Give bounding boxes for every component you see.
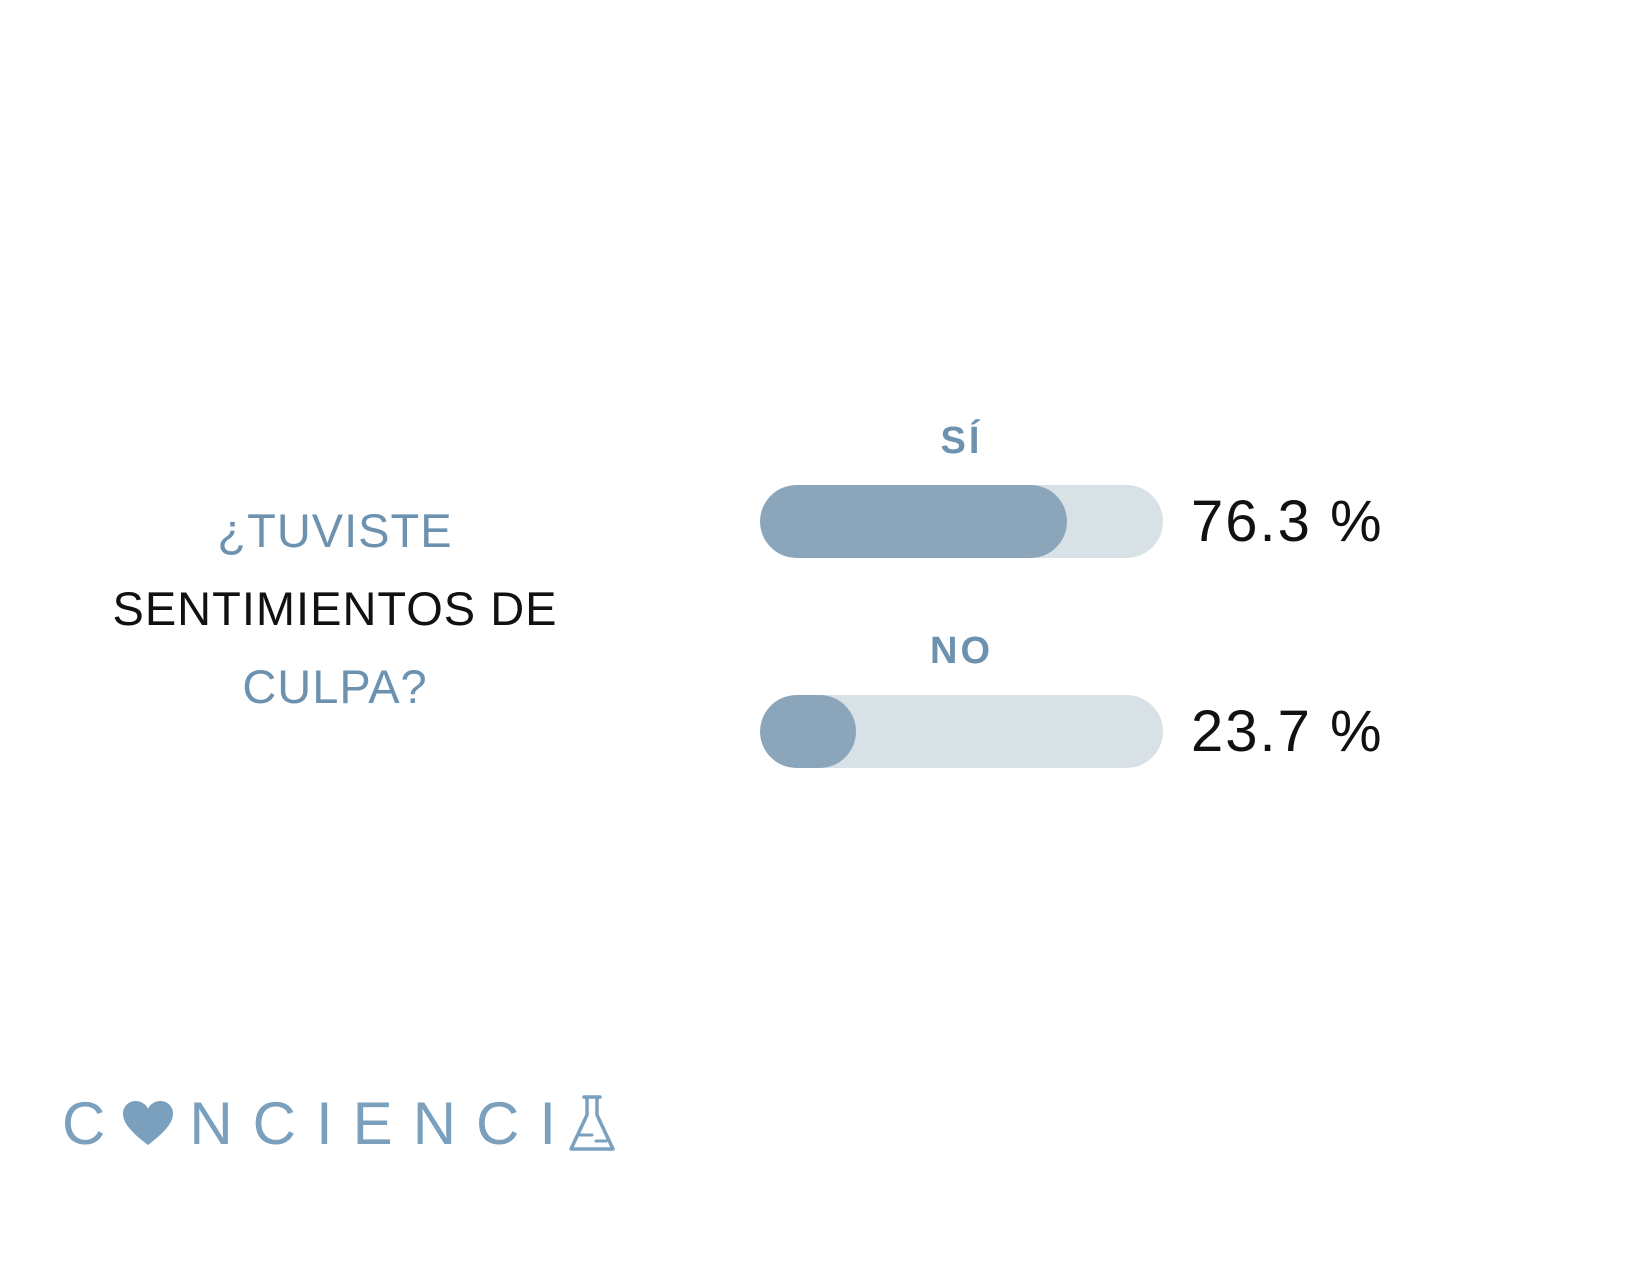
- bar-row-si: 76.3 %: [760, 485, 1460, 558]
- heart-icon: [121, 1099, 175, 1149]
- logo-text-part1: C: [62, 1090, 126, 1157]
- bar-track-no: [760, 695, 1163, 768]
- question-line-1: ¿TUVISTE: [217, 504, 453, 557]
- bar-value-si: 76.3 %: [1191, 489, 1384, 554]
- question-line-2: SENTIMIENTOS DE: [112, 582, 558, 635]
- bar-group-no: NO 23.7 %: [760, 630, 1460, 768]
- bar-group-si: SÍ 76.3 %: [760, 420, 1460, 558]
- logo-text-part2: NCIENCI: [189, 1090, 577, 1157]
- bar-label-no: NO: [930, 630, 993, 672]
- question-line-3: CULPA?: [242, 660, 428, 713]
- bar-fill-si: [760, 485, 1068, 558]
- bar-fill-no: [760, 695, 856, 768]
- flask-icon: [566, 1093, 618, 1155]
- bar-value-no: 23.7 %: [1191, 699, 1384, 764]
- conciencia-logo: C NCIENCI: [62, 1088, 618, 1160]
- survey-question: ¿TUVISTE SENTIMIENTOS DE CULPA?: [50, 492, 620, 726]
- bar-row-no: 23.7 %: [760, 695, 1460, 768]
- bar-track-si: [760, 485, 1163, 558]
- bar-label-si: SÍ: [940, 420, 983, 462]
